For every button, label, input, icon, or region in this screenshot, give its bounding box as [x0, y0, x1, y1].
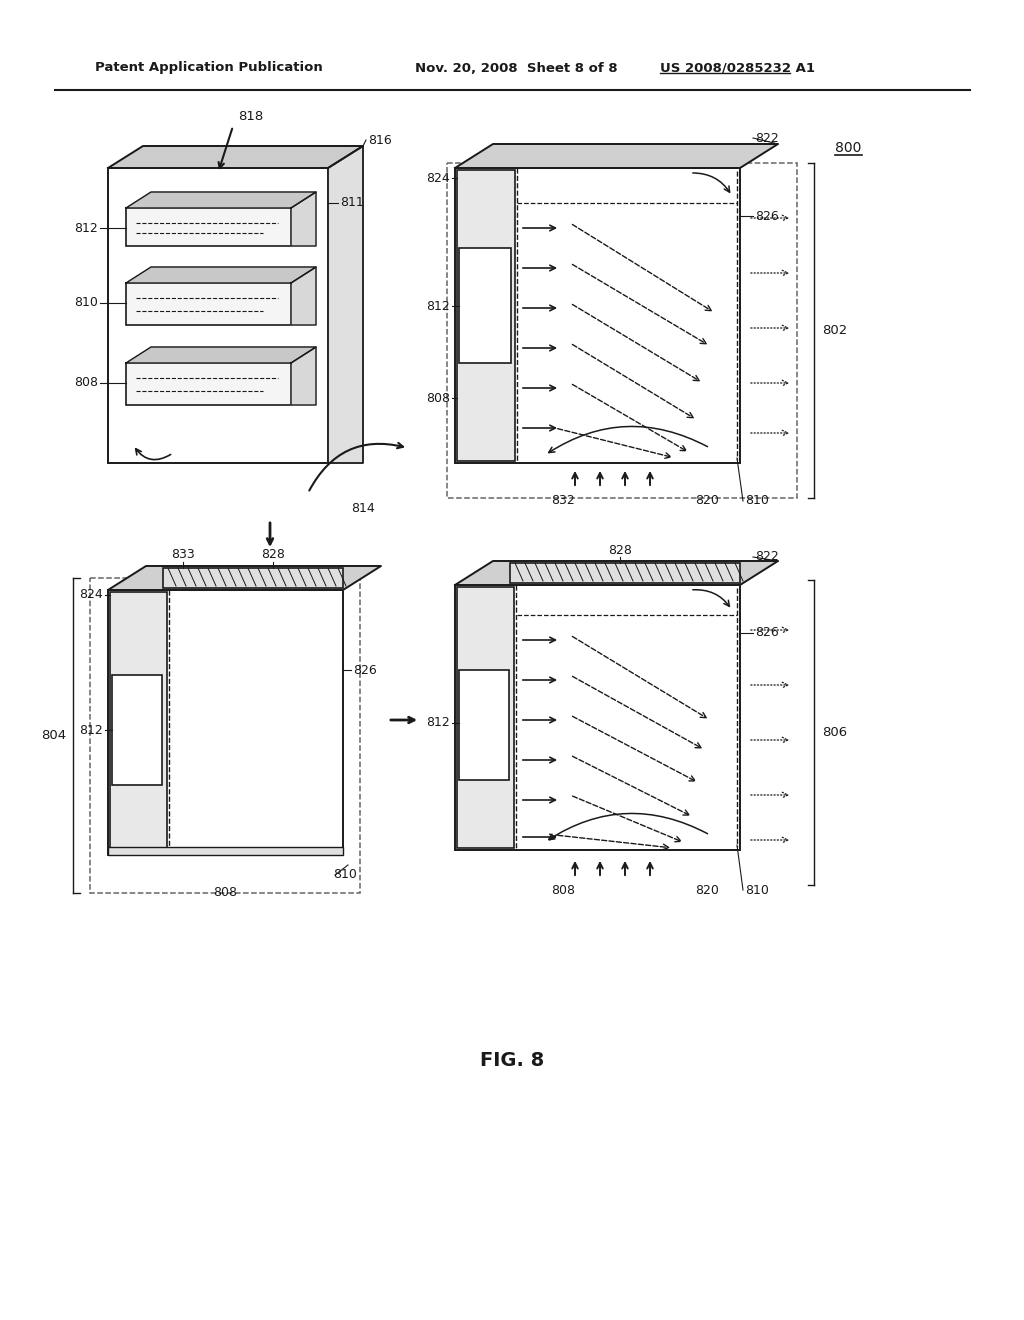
Text: 816: 816 — [368, 133, 392, 147]
Text: 800: 800 — [835, 141, 861, 154]
Text: 806: 806 — [822, 726, 847, 739]
Text: 812: 812 — [75, 222, 98, 235]
Polygon shape — [291, 267, 316, 325]
Bar — [108, 590, 343, 855]
Text: 822: 822 — [755, 550, 778, 564]
Bar — [459, 248, 511, 363]
Text: 822: 822 — [755, 132, 778, 144]
Bar — [459, 671, 509, 780]
Text: 812: 812 — [426, 300, 450, 313]
Bar — [510, 564, 740, 583]
Text: 810: 810 — [74, 297, 98, 309]
Bar — [163, 568, 343, 587]
Text: 818: 818 — [238, 110, 263, 123]
Text: Patent Application Publication: Patent Application Publication — [95, 62, 323, 74]
Text: FIG. 8: FIG. 8 — [480, 1051, 544, 1069]
Polygon shape — [108, 147, 362, 168]
Polygon shape — [455, 561, 778, 585]
Bar — [110, 591, 167, 853]
Text: 820: 820 — [695, 883, 719, 896]
Bar — [455, 168, 740, 463]
Bar — [126, 363, 291, 405]
Polygon shape — [126, 191, 316, 209]
Text: 808: 808 — [551, 883, 575, 896]
Text: 808: 808 — [213, 887, 237, 899]
Text: 810: 810 — [333, 869, 357, 882]
Text: 804: 804 — [41, 729, 66, 742]
Text: 828: 828 — [261, 549, 285, 561]
Polygon shape — [108, 566, 381, 590]
Text: 826: 826 — [755, 210, 778, 223]
Polygon shape — [126, 347, 316, 363]
Text: 824: 824 — [426, 172, 450, 185]
Bar — [457, 170, 515, 461]
Text: 812: 812 — [79, 723, 103, 737]
Bar — [457, 587, 514, 847]
Bar — [108, 168, 328, 463]
Bar — [126, 209, 291, 246]
Text: 832: 832 — [551, 495, 574, 507]
Text: 826: 826 — [353, 664, 377, 676]
Bar — [108, 847, 343, 855]
Bar — [126, 282, 291, 325]
Text: 824: 824 — [79, 589, 103, 602]
Text: Nov. 20, 2008  Sheet 8 of 8: Nov. 20, 2008 Sheet 8 of 8 — [415, 62, 617, 74]
Bar — [112, 675, 162, 785]
Text: 808: 808 — [426, 392, 450, 404]
Text: 814: 814 — [351, 502, 375, 515]
Polygon shape — [328, 147, 362, 463]
Bar — [447, 162, 797, 498]
Text: US 2008/0285232 A1: US 2008/0285232 A1 — [660, 62, 815, 74]
Text: 826: 826 — [755, 627, 778, 639]
Text: 833: 833 — [171, 549, 195, 561]
Text: 810: 810 — [745, 495, 769, 507]
Text: 808: 808 — [74, 376, 98, 389]
Polygon shape — [455, 144, 778, 168]
Bar — [90, 578, 360, 894]
Polygon shape — [126, 267, 316, 282]
Text: 828: 828 — [608, 544, 632, 557]
Polygon shape — [291, 347, 316, 405]
Text: 812: 812 — [426, 717, 450, 730]
Text: 820: 820 — [695, 495, 719, 507]
Text: 810: 810 — [745, 883, 769, 896]
Polygon shape — [291, 191, 316, 246]
Bar — [455, 585, 740, 850]
Text: 811: 811 — [340, 197, 364, 210]
Text: 802: 802 — [822, 323, 847, 337]
